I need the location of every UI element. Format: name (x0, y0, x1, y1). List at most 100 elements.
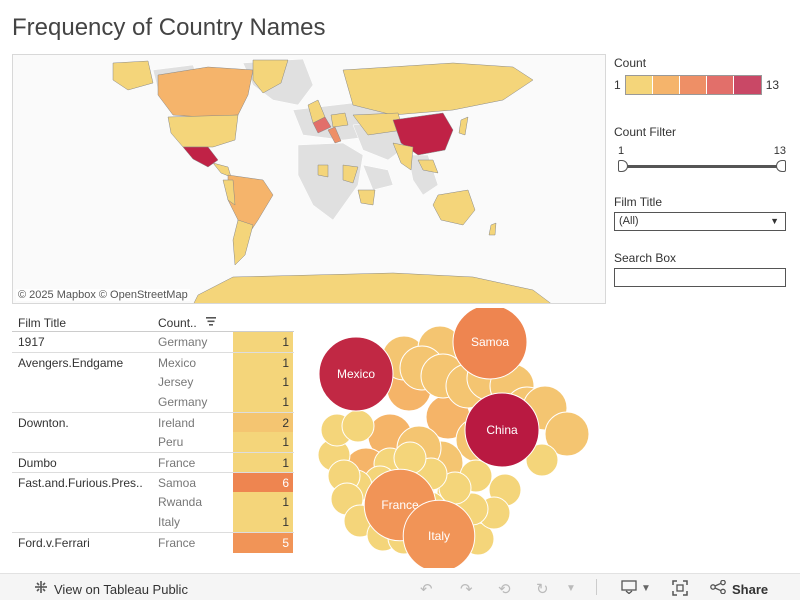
table-row[interactable]: Jersey 1 (12, 372, 294, 392)
refresh-dropdown-icon[interactable]: ▼ (566, 583, 576, 594)
share-label: Share (732, 581, 769, 597)
table-row[interactable]: Rwanda 1 (12, 492, 294, 512)
cell-film-title: Ford.v.Ferrari (18, 536, 90, 550)
legend-swatch[interactable] (733, 76, 761, 94)
cell-country: Germany (158, 395, 208, 409)
footer-divider (596, 579, 597, 595)
refresh-icon[interactable]: ↻ (536, 581, 549, 598)
cell-country: Ireland (158, 416, 195, 430)
cell-count[interactable]: 5 (233, 533, 293, 553)
share-icon (710, 579, 726, 598)
bubble-chart-canvas: China Mexico Samoa France Italy (317, 304, 590, 573)
cell-count[interactable]: 1 (233, 453, 293, 473)
bubble-label: Mexico (337, 367, 375, 381)
search-box-filter: Search Box (614, 251, 788, 287)
bubble-china[interactable] (464, 392, 540, 468)
table-row[interactable]: Germany 1 (12, 392, 294, 412)
table-row[interactable]: Dumbo France 1 (12, 452, 294, 473)
legend-swatch[interactable] (625, 76, 653, 94)
cell-country: France (158, 456, 196, 470)
table-body: 1917 Germany 1 Avengers.Endgame Mexico 1 Jerse… (12, 332, 294, 553)
cell-country: Samoa (158, 476, 197, 490)
view-on-tableau-link[interactable]: View on Tableau Public (34, 580, 188, 598)
table-row[interactable]: Avengers.Endgame Mexico 1 (12, 352, 294, 373)
table-row[interactable]: Italy 1 (12, 512, 294, 532)
bubble-label: Italy (428, 529, 450, 543)
table-row[interactable]: 1917 Germany 1 (12, 332, 294, 352)
undo-icon[interactable]: ↶ (420, 581, 433, 598)
table-row[interactable]: Peru 1 (12, 432, 294, 452)
fullscreen-icon[interactable] (672, 580, 688, 596)
world-map[interactable]: © 2025 Mapbox © OpenStreetMap (12, 54, 606, 304)
cell-count[interactable]: 2 (233, 413, 293, 433)
count-filter-slider[interactable] (614, 159, 788, 173)
revert-icon[interactable]: ⟲ (498, 581, 511, 598)
tableau-footer: View on Tableau Public ↶ ↷ ⟲ ↻ ▼ ▼ Share (0, 573, 800, 600)
cell-film-title: Fast.and.Furious.Pres.. (18, 476, 143, 490)
share-button[interactable]: Share (710, 579, 769, 598)
table-header: Film Title Count.. (12, 312, 294, 332)
cell-count[interactable]: 1 (233, 512, 293, 532)
chevron-down-icon: ▼ (770, 216, 779, 226)
bubble[interactable] (544, 411, 590, 457)
cell-country: France (158, 536, 196, 550)
page-title: Frequency of Country Names (12, 14, 326, 41)
legend-swatch[interactable] (652, 76, 680, 94)
bubble[interactable] (525, 443, 559, 477)
legend-min: 1 (614, 78, 621, 92)
sort-icon[interactable] (205, 315, 217, 330)
film-title-dropdown[interactable]: (All) ▼ (614, 212, 786, 231)
bubble-chart: China Mexico Samoa France Italy (300, 304, 600, 573)
header-count[interactable]: Count.. (158, 316, 197, 330)
redo-icon[interactable]: ↷ (460, 581, 473, 598)
count-filter-min: 1 (618, 145, 625, 157)
cell-country: Rwanda (158, 495, 203, 509)
legend-swatch[interactable] (679, 76, 707, 94)
search-input[interactable] (614, 268, 786, 287)
cell-country: Mexico (158, 356, 197, 370)
color-legend: Count 1 13 (614, 56, 788, 95)
table-row[interactable]: Downton. Ireland 2 (12, 412, 294, 433)
cell-country: Peru (158, 435, 184, 449)
cell-country: Germany (158, 335, 208, 349)
count-filter-max: 13 (773, 145, 786, 157)
table-row[interactable]: Fast.and.Furious.Pres.. Samoa 6 (12, 472, 294, 493)
download-dropdown-icon[interactable]: ▼ (641, 583, 651, 594)
bubble-label: France (381, 498, 419, 512)
cell-country: Italy (158, 515, 181, 529)
film-title-filter: Film Title (All) ▼ (614, 195, 788, 231)
search-box-label: Search Box (614, 251, 677, 265)
count-filter: Count Filter 1 13 (614, 125, 788, 173)
cell-count[interactable]: 1 (233, 492, 293, 512)
cell-film-title: Avengers.Endgame (18, 356, 124, 370)
film-title-dropdown-value: (All) (619, 215, 639, 227)
map-attribution[interactable]: © 2025 Mapbox © OpenStreetMap (16, 289, 190, 301)
world-map-canvas (112, 58, 551, 303)
cell-count[interactable]: 1 (233, 372, 293, 392)
legend-swatch[interactable] (706, 76, 734, 94)
cell-count[interactable]: 1 (233, 392, 293, 412)
film-title-filter-label: Film Title (614, 195, 662, 209)
cell-count[interactable]: 6 (233, 473, 293, 493)
bubble-label: Samoa (471, 335, 509, 349)
film-country-table: Film Title Count.. 1917 Germany 1 Avengers.… (12, 312, 294, 561)
legend-max: 13 (765, 78, 780, 92)
bubble-mexico[interactable] (318, 336, 394, 412)
slider-max-handle[interactable] (776, 160, 786, 172)
cell-count[interactable]: 1 (233, 432, 293, 452)
cell-count[interactable]: 1 (233, 332, 293, 352)
map-countries (112, 59, 551, 303)
cell-film-title: 1917 (18, 335, 45, 349)
cell-count[interactable]: 1 (233, 353, 293, 373)
slider-track (620, 165, 782, 168)
cell-film-title: Dumbo (18, 456, 57, 470)
legend-label: Count (614, 56, 647, 70)
header-film-title[interactable]: Film Title (18, 316, 66, 330)
tableau-logo-icon (34, 580, 48, 598)
download-icon[interactable] (621, 580, 637, 594)
slider-min-handle[interactable] (618, 160, 628, 172)
cell-country: Jersey (158, 375, 194, 389)
bubble[interactable] (341, 409, 375, 443)
bubble-label: China (486, 423, 518, 437)
table-row[interactable]: Ford.v.Ferrari France 5 (12, 532, 294, 553)
